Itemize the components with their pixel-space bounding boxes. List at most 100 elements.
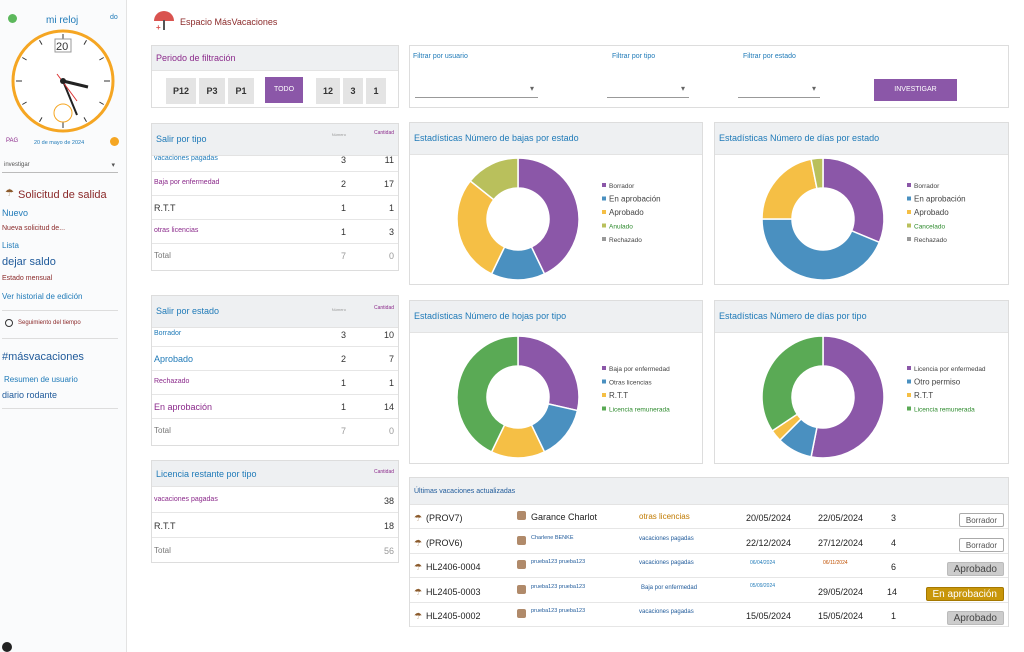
new-request-link[interactable]: Nueva solicitud de... [2,225,66,232]
table-row[interactable]: otras licencias 1 3 [152,220,398,244]
state-filter-select[interactable] [738,80,820,98]
clock-option-link[interactable]: do [110,14,118,21]
user-filter-select[interactable] [415,80,538,98]
donut-slice-aprobado[interactable] [761,158,818,220]
donut-slice-licencia-por-enfermedad[interactable] [810,335,885,459]
donut-slice-cancelado[interactable] [810,157,824,190]
legend-item[interactable]: Aprobado [907,208,949,217]
legend-item[interactable]: Rechazado [602,237,642,244]
table-row[interactable]: R.T.T 18 [152,513,398,538]
donut-slice-borrador[interactable] [822,157,885,244]
legend-item[interactable]: Licencia por enfermedad [907,366,986,373]
table-row[interactable]: ☂ (PROV6) Charlene BENKE vacaciones pagadas… [410,530,1008,554]
table-row[interactable]: Aprobado 2 7 [152,347,398,371]
leave-ref[interactable]: HL2405-0002 [426,611,481,621]
table-row[interactable]: ☂ HL2405-0003 prueba123 prueba123 Baja por … [410,579,1008,603]
legend-item[interactable]: R.T.T [907,391,933,400]
row-label[interactable]: En aprobación [154,402,213,412]
row-label[interactable]: R.T.T [154,520,176,531]
status-badge[interactable]: Borrador [958,537,1004,552]
donut-slice-en-aprobaci-n[interactable] [761,218,881,281]
period-p1-button[interactable]: P1 [228,78,254,104]
legend-item[interactable]: Rechazado [907,237,947,244]
row-label[interactable]: R.T.T [154,203,176,213]
user-avatar-icon[interactable] [2,642,12,652]
period-p3-button[interactable]: P3 [199,78,225,104]
monthly-status-link[interactable]: Estado mensual [2,275,53,282]
donut-slice-baja-por-enfermedad[interactable] [517,335,580,412]
table-row[interactable]: Rechazado 1 1 [152,371,398,395]
leave-by-type-panel: Salir por tipo Número Cantidad vacacione… [151,123,399,271]
search-button[interactable]: INVESTIGAR [874,79,957,101]
period-3-button[interactable]: 3 [343,78,363,104]
type-filter-select[interactable] [607,80,689,98]
legend-item[interactable]: Licencia remunerada [907,406,975,414]
row-label[interactable]: vacaciones pagadas [154,155,218,162]
legend-swatch [602,379,606,384]
table-row[interactable]: En aprobación 1 14 [152,395,398,419]
row-label[interactable]: otras licencias [154,227,199,234]
chart-panel-leaves-by-type: Estadísticas Número de hojas por tipo Ba… [409,300,703,464]
row-label[interactable]: Baja por enfermedad [154,179,220,186]
user-name[interactable]: prueba123 prueba123 [531,608,586,614]
legend-item[interactable]: Borrador [602,183,635,190]
legend-label: En aprobación [609,195,661,204]
rolling-diary-link[interactable]: diario rodante [2,390,58,400]
donut-slice-licencia-remunerada[interactable] [761,335,824,432]
table-row[interactable]: Borrador 3 10 [152,323,398,347]
leave-ref[interactable]: HL2405-0003 [426,586,481,597]
clock-day: 20 [56,41,69,53]
legend-item[interactable]: Otras licencias [602,379,652,387]
donut-slice-licencia-remunerada[interactable] [456,335,519,453]
table-row[interactable]: ☂ (PROV7) Garance Charlot otras licencias 20… [410,505,1008,529]
divider [2,310,118,311]
table-row[interactable]: R.T.T 1 1 [152,196,398,220]
row-label[interactable]: Aprobado [154,354,194,364]
period-1-button[interactable]: 1 [366,78,386,104]
legend-item[interactable]: Licencia remunerada [602,406,670,414]
user-name[interactable]: Charlene BENKE [531,534,574,541]
legend-item[interactable]: En aprobación [907,195,966,204]
legend-item[interactable]: Cancelado [907,223,945,231]
donut-slice-borrador[interactable] [517,157,580,275]
row-label[interactable]: vacaciones pagadas [154,495,218,503]
leave-ref[interactable]: (PROV7) [426,513,463,523]
donut-slice-aprobado[interactable] [456,179,506,275]
table-row[interactable]: Baja por enfermedad 2 17 [152,172,398,196]
user-name[interactable]: Garance Charlot [531,512,598,522]
new-link[interactable]: Nuevo [2,208,29,218]
list-link[interactable]: Lista [2,241,19,250]
row-label[interactable]: Rechazado [154,378,190,385]
edit-history-link[interactable]: Ver historial de edición [2,292,83,301]
table-row[interactable]: ☂ HL2406-0004 prueba123 prueba123 vacacione… [410,554,1008,578]
table-row[interactable]: vacaciones pagadas 3 11 [152,148,398,172]
donut-slice-anulado[interactable] [469,157,519,201]
user-summary-link[interactable]: Resumen de usuario [4,375,78,384]
legend-item[interactable]: Baja por enfermedad [602,366,670,373]
legend-item[interactable]: En aprobación [602,195,661,204]
status-badge[interactable]: Aprobado [946,611,1004,625]
legend-item[interactable]: Borrador [907,183,940,190]
legend-item[interactable]: Anulado [602,223,633,231]
sidebar-search-select[interactable]: investigar ▾ [2,158,118,173]
leave-balance-link[interactable]: dejar saldo [2,256,56,268]
leave-ref[interactable]: (PROV6) [426,537,463,548]
legend-item[interactable]: Aprobado [602,208,644,217]
status-badge[interactable]: En aprobación [925,586,1004,601]
row-label[interactable]: Borrador [154,330,182,337]
table-row[interactable]: vacaciones pagadas 38 [152,488,398,513]
user-name[interactable]: prueba123 prueba123 [531,559,586,565]
status-badge[interactable]: Borrador [958,513,1004,527]
status-badge[interactable]: Aprobado [946,562,1004,576]
help-icon[interactable] [110,137,119,146]
period-all-button[interactable]: TODO [265,77,303,103]
period-p12-button[interactable]: P12 [166,78,196,104]
legend-item[interactable]: R.T.T [602,391,628,400]
period-12-button[interactable]: 12 [316,78,340,104]
user-name[interactable]: prueba123 prueba123 [531,583,586,590]
time-tracking-link[interactable]: Seguimiento del tiempo [18,320,81,326]
table-row[interactable]: ☂ HL2405-0002 prueba123 prueba123 vacacione… [410,603,1008,627]
leave-ref[interactable]: HL2406-0004 [426,562,481,572]
legend-item[interactable]: Otro permiso [907,378,961,387]
legend-label: Anulado [609,224,633,231]
